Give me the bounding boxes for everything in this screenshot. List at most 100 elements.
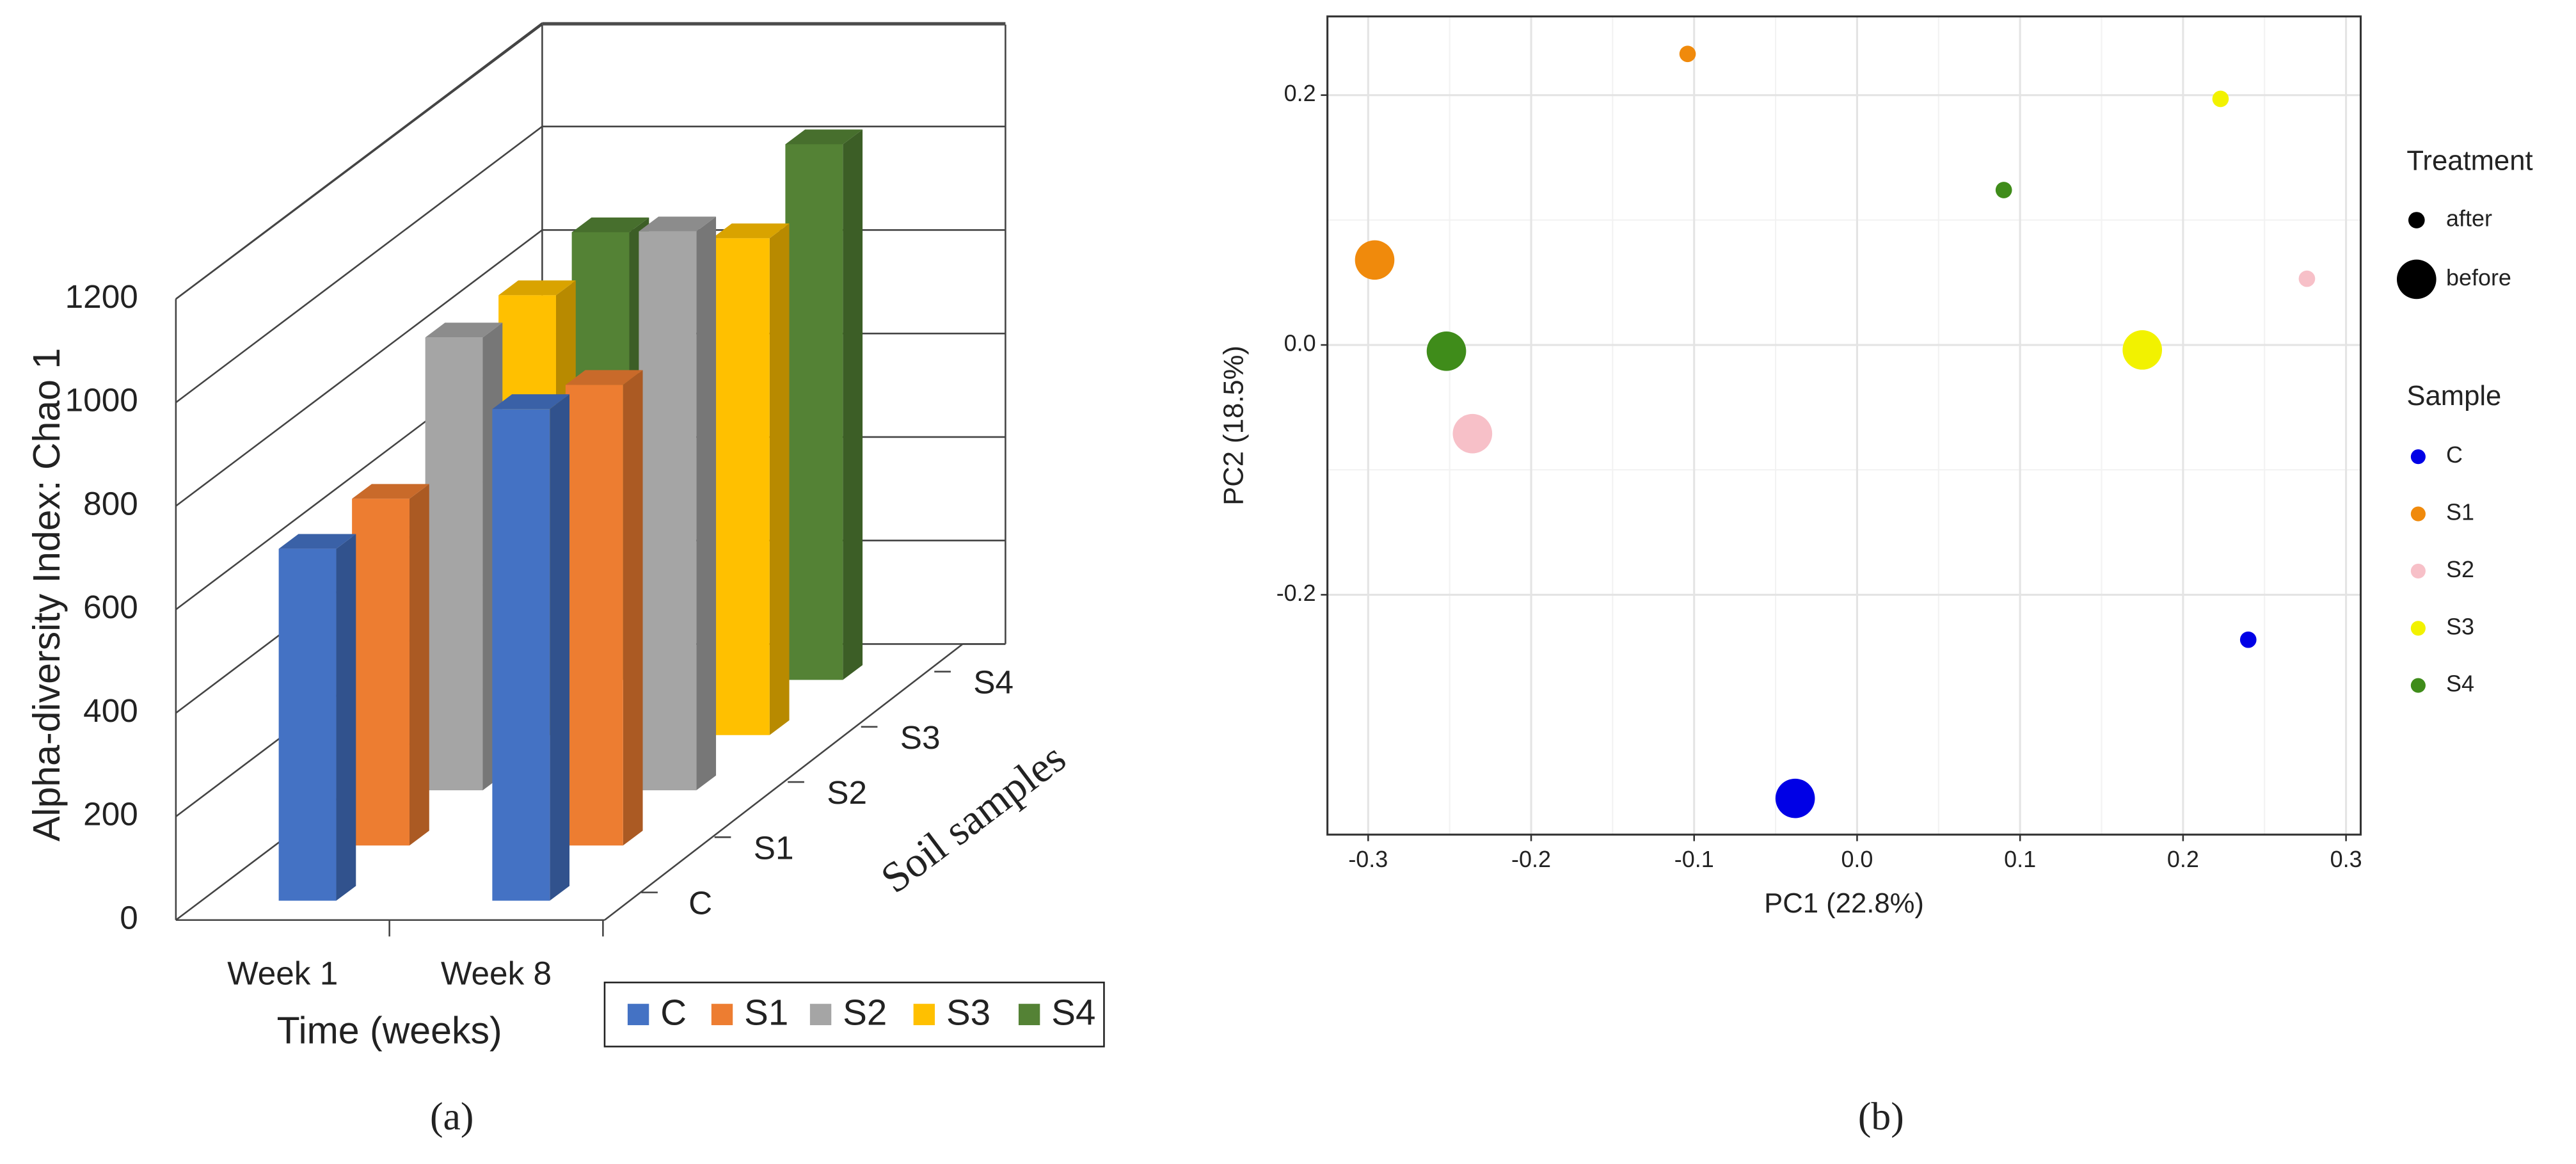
bar-front (785, 144, 843, 680)
y-tick-label: 1200 (65, 278, 138, 315)
legend-key (2410, 678, 2426, 693)
point (2298, 270, 2316, 287)
y-tick-label: 0 (120, 899, 138, 936)
bar-side (550, 394, 570, 901)
bar-side (623, 370, 643, 846)
y-tick-label: 0.2 (1284, 80, 1316, 106)
z-tick-label: S2 (827, 774, 867, 811)
point (1355, 240, 1395, 280)
bar (425, 323, 503, 791)
y-axis-title: Alpha-diversity Index: Chao 1 (26, 348, 68, 841)
caption: (a) (430, 1095, 473, 1138)
legend-swatch (1018, 1003, 1040, 1026)
legend-label: after (2446, 205, 2492, 232)
legend-label: S4 (1051, 993, 1095, 1033)
x-tick-label: Week 8 (441, 955, 552, 992)
caption: (b) (1858, 1095, 1904, 1138)
bar-front (352, 498, 409, 846)
bar-side (336, 534, 356, 901)
y-tick-label: 0.0 (1284, 330, 1316, 356)
y-tick-label: 600 (83, 589, 138, 625)
legend-label: S4 (2446, 671, 2474, 697)
bar-front (565, 385, 623, 846)
legend-title: Sample (2406, 380, 2501, 411)
bar-top (498, 280, 576, 296)
legend-label: S3 (946, 993, 990, 1033)
bar-top (639, 216, 717, 232)
grid-line (175, 229, 543, 507)
legend-label: before (2446, 264, 2511, 291)
legend-label: S1 (2446, 499, 2474, 525)
legend-key (2410, 563, 2426, 578)
bar (639, 216, 717, 791)
bar-top (571, 217, 649, 232)
bar-top (712, 223, 790, 239)
grid-line (175, 125, 543, 404)
plot-area (1327, 16, 2361, 835)
bar-top (352, 484, 429, 499)
bar-front (278, 548, 337, 901)
z-axis-title: Soil samples (873, 734, 1074, 902)
point (2122, 330, 2163, 370)
y-axis-title: PC2 (18.5%) (1218, 346, 1249, 506)
legend-title: Treatment (2406, 145, 2532, 177)
legend-swatch (809, 1003, 832, 1026)
legend-key (2410, 621, 2426, 636)
bar-side (696, 216, 717, 791)
y-tick-label: 200 (83, 796, 138, 833)
bar (785, 129, 863, 680)
bar (278, 534, 356, 901)
point (1995, 182, 2012, 198)
bar (352, 484, 429, 846)
x-axis-title: PC1 (22.8%) (1764, 888, 1924, 919)
point (1775, 778, 1815, 818)
legend-key (2408, 212, 2425, 228)
bar-side (843, 129, 863, 680)
bar-side (769, 223, 790, 735)
y-tick-label: 800 (83, 485, 138, 522)
x-tick-label: 0.1 (2004, 846, 2036, 872)
bar-front (712, 238, 770, 735)
bar (712, 223, 790, 735)
bar-top (785, 129, 863, 145)
bar-front (639, 231, 697, 791)
point (1452, 413, 1493, 454)
legend-label: S1 (744, 993, 788, 1033)
x-tick-label: 0.3 (2330, 846, 2362, 872)
x-tick-label: -0.3 (1348, 846, 1388, 872)
legend-label: S2 (843, 993, 887, 1033)
y-tick-label: -0.2 (1276, 580, 1316, 606)
plot-border (1326, 15, 2362, 836)
point (1426, 331, 1467, 371)
bar-top (492, 394, 570, 410)
z-tick-label: C (688, 885, 712, 921)
point (1679, 45, 1696, 63)
legend-label: S2 (2446, 556, 2474, 582)
x-tick-label: Week 1 (227, 955, 338, 992)
legend-swatch (711, 1003, 733, 1026)
x-tick-label: -0.1 (1674, 846, 1714, 872)
legend-swatch (913, 1003, 935, 1026)
bar-side (409, 484, 429, 846)
floor-edge (604, 643, 964, 921)
bar-front (425, 337, 483, 791)
y-tick-label: 1000 (65, 382, 138, 419)
grid-line (175, 22, 543, 300)
legend-key (2410, 449, 2426, 465)
z-tick-label: S1 (754, 829, 794, 866)
z-tick-label: S3 (900, 719, 941, 756)
legend-key (2410, 506, 2426, 522)
x-tick-label: 0.2 (2167, 846, 2199, 872)
legend-swatch (627, 1003, 649, 1026)
x-axis-title: Time (weeks) (277, 1009, 502, 1051)
bar-top (425, 323, 503, 338)
bar (492, 394, 570, 901)
x-tick-label: -0.2 (1511, 846, 1551, 872)
legend-label: C (2446, 442, 2463, 468)
legend-key (2396, 259, 2437, 299)
bar-top (278, 534, 356, 549)
point (2212, 90, 2229, 108)
point (2239, 631, 2257, 648)
